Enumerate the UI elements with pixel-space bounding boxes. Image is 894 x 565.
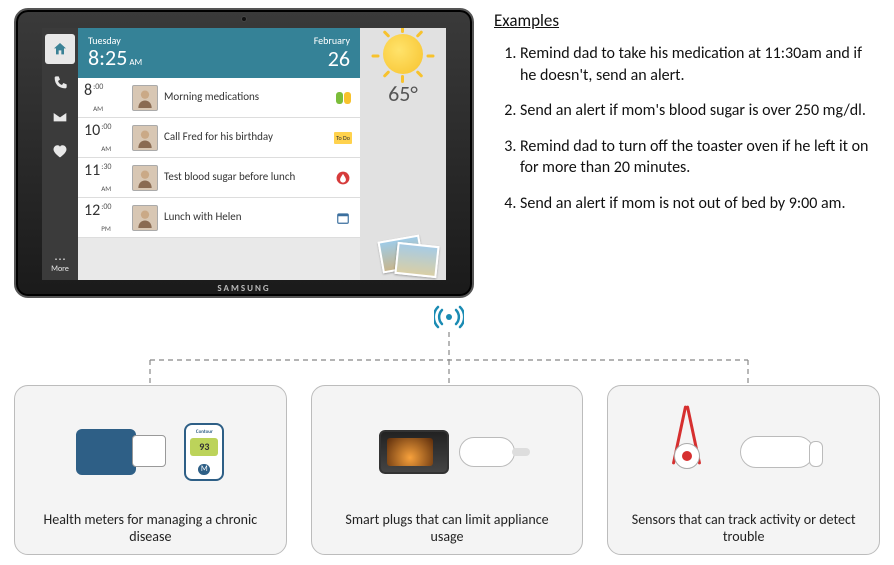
card-sensors: Sensors that can track activity or detec…	[607, 385, 880, 555]
temperature-label: 65°	[388, 80, 418, 107]
event-label: Lunch with Helen	[164, 211, 326, 223]
pendant-icon	[674, 435, 700, 469]
home-icon	[52, 41, 68, 57]
photo-stack[interactable]	[380, 222, 442, 276]
smart-plug-icon	[459, 437, 515, 467]
mail-icon	[52, 111, 68, 123]
phone-button[interactable]	[45, 68, 75, 98]
phone-icon	[52, 75, 68, 91]
more-label: More	[51, 264, 69, 274]
event-label: Call Fred for his birthday	[164, 131, 326, 143]
event-row[interactable]: 12:00PM Lunch with Helen	[78, 198, 360, 238]
example-item: Send an alert if mom's blood sugar is ov…	[520, 100, 880, 122]
card-caption: Health meters for managing a chronic dis…	[27, 508, 274, 546]
time-label: 8:25	[88, 44, 127, 71]
events-list: 8:00AM Morning medications 10:00AM Call Fre…	[78, 78, 360, 280]
avatar-icon	[132, 125, 158, 151]
motion-sensor-icon	[740, 436, 814, 468]
event-row[interactable]: 8:00AM Morning medications	[78, 78, 360, 118]
glucose-reading: 93	[190, 438, 218, 455]
event-row[interactable]: 10:00AMCall Fred for his birthdayTo Do	[78, 118, 360, 158]
daynum-label: 26	[314, 47, 350, 70]
example-item: Send an alert if mom is not out of bed b…	[520, 193, 880, 215]
top-row: ⋯ More Tuesday 8:25AM February	[0, 0, 894, 298]
example-item: Remind dad to turn off the toaster oven …	[520, 136, 880, 179]
examples-title: Examples	[494, 10, 880, 33]
card-image-sensors	[620, 396, 867, 508]
sun-icon	[383, 34, 423, 74]
home-button[interactable]	[45, 34, 75, 64]
card-image-health: Contour 93 M	[27, 396, 274, 508]
avatar-icon	[132, 85, 158, 111]
tablet-brand: SAMSUNG	[217, 283, 270, 294]
heart-button[interactable]	[45, 136, 75, 166]
tablet-main: Tuesday 8:25AM February 26 8:00AM Morning…	[78, 28, 446, 280]
tablet-sidebar: ⋯ More	[42, 28, 78, 280]
bp-monitor-icon	[76, 429, 136, 475]
card-caption: Sensors that can track activity or detec…	[620, 508, 867, 546]
tablet-screen: ⋯ More Tuesday 8:25AM February	[42, 28, 446, 280]
card-image-plugs	[324, 396, 571, 508]
avatar-icon	[132, 165, 158, 191]
examples-list: Remind dad to take his medication at 11:…	[494, 43, 880, 215]
tablet-camera	[241, 16, 247, 22]
glucometer-icon: Contour 93 M	[184, 423, 224, 481]
event-time: 12:00PM	[84, 201, 126, 235]
event-time: 10:00AM	[84, 121, 126, 155]
event-label: Test blood sugar before lunch	[164, 171, 326, 183]
event-time: 11:30AM	[84, 161, 126, 195]
event-row[interactable]: 11:30AM Test blood sugar before lunch	[78, 158, 360, 198]
mail-button[interactable]	[45, 102, 75, 132]
event-label: Morning medications	[164, 91, 326, 103]
avatar-icon	[132, 205, 158, 231]
card-caption: Smart plugs that can limit appliance usa…	[324, 508, 571, 546]
toaster-icon	[379, 430, 449, 474]
left-column: Tuesday 8:25AM February 26 8:00AM Morning…	[78, 28, 360, 280]
examples-block: Examples Remind dad to take his medicati…	[494, 8, 880, 298]
event-time: 8:00AM	[84, 81, 126, 115]
cards-row: Contour 93 M Health meters for managing …	[14, 385, 880, 555]
wireless-icon	[434, 304, 464, 335]
right-column: 65°	[360, 28, 446, 280]
header-bar: Tuesday 8:25AM February 26	[78, 28, 360, 78]
card-health-meters: Contour 93 M Health meters for managing …	[14, 385, 287, 555]
card-smart-plugs: Smart plugs that can limit appliance usa…	[311, 385, 584, 555]
example-item: Remind dad to take his medication at 11:…	[520, 43, 880, 86]
tablet-frame: ⋯ More Tuesday 8:25AM February	[14, 8, 474, 298]
ampm-label: AM	[129, 57, 142, 68]
heart-icon	[52, 144, 68, 158]
more-button[interactable]: ⋯ More	[51, 257, 69, 274]
